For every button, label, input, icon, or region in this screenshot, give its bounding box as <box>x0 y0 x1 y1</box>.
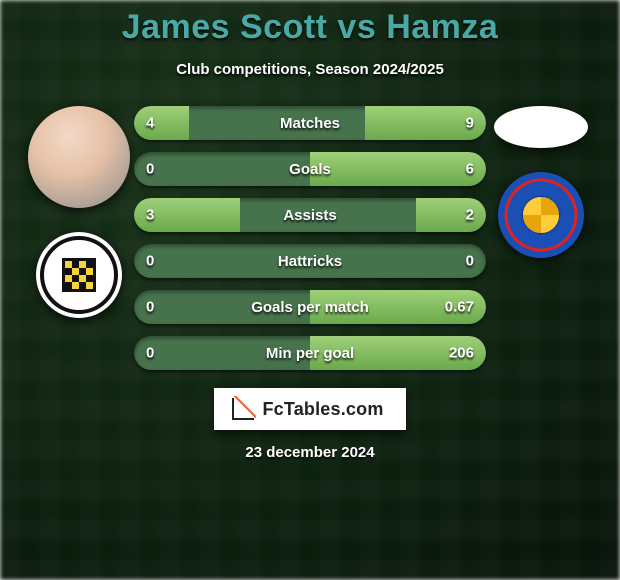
stat-value-right: 9 <box>466 115 474 132</box>
stat-fill-right <box>310 152 486 186</box>
stat-value-left: 3 <box>146 207 154 224</box>
stat-row: 3 2 Assists <box>134 198 486 232</box>
date-label: 23 december 2024 <box>245 444 374 461</box>
stat-value-left: 4 <box>146 115 154 132</box>
chart-icon <box>232 398 254 420</box>
stat-row: 4 9 Matches <box>134 106 486 140</box>
stat-value-right: 206 <box>449 345 474 362</box>
stat-value-right: 6 <box>466 161 474 178</box>
footer: FcTables.com 23 december 2024 <box>214 388 405 461</box>
club-badge-left <box>36 232 122 318</box>
page-subtitle: Club competitions, Season 2024/2025 <box>176 61 444 78</box>
page-title: James Scott vs Hamza <box>122 8 499 47</box>
stat-label: Goals per match <box>251 299 369 316</box>
stat-value-left: 0 <box>146 345 154 362</box>
stat-label: Hattricks <box>278 253 342 270</box>
stat-label: Assists <box>283 207 336 224</box>
stat-value-left: 0 <box>146 161 154 178</box>
stat-value-right: 0 <box>466 253 474 270</box>
card: James Scott vs Hamza Club competitions, … <box>0 0 620 580</box>
stat-label: Matches <box>280 115 340 132</box>
right-side <box>486 106 596 370</box>
stat-value-right: 0.67 <box>445 299 474 316</box>
brand-badge: FcTables.com <box>214 388 405 430</box>
stat-label: Goals <box>289 161 331 178</box>
club-badge-right <box>498 172 584 258</box>
stats-list: 4 9 Matches 0 6 Goals 3 2 Assists 0 0 Hattricks 0 0.6… <box>134 106 486 370</box>
player-photo-right <box>494 106 588 148</box>
stat-value-right: 2 <box>466 207 474 224</box>
brand-label: FcTables.com <box>262 399 383 420</box>
stat-row: 0 6 Goals <box>134 152 486 186</box>
stat-row: 0 0 Hattricks <box>134 244 486 278</box>
stat-value-left: 0 <box>146 299 154 316</box>
stat-fill-right <box>416 198 486 232</box>
comparison-area: 4 9 Matches 0 6 Goals 3 2 Assists 0 0 Hattricks 0 0.6… <box>0 106 620 370</box>
left-side <box>24 106 134 370</box>
stat-row: 0 206 Min per goal <box>134 336 486 370</box>
stat-fill-left <box>134 106 189 140</box>
stat-label: Min per goal <box>266 345 354 362</box>
stat-row: 0 0.67 Goals per match <box>134 290 486 324</box>
stat-value-left: 0 <box>146 253 154 270</box>
player-photo-left <box>28 106 130 208</box>
